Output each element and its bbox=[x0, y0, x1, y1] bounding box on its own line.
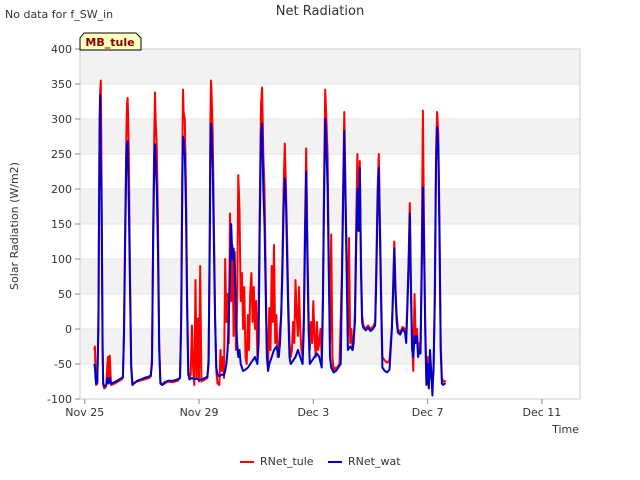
no-data-notice: No data for f_SW_in bbox=[5, 8, 113, 21]
x-tick-label: Nov 25 bbox=[65, 406, 104, 419]
x-tick-label: Nov 29 bbox=[180, 406, 219, 419]
y-tick-label: 50 bbox=[58, 288, 72, 301]
grid-band bbox=[80, 189, 580, 224]
x-axis: Nov 25 Nov 29 Dec 3 Dec 7 Dec 11 bbox=[65, 399, 561, 419]
y-tick-label: 300 bbox=[51, 113, 72, 126]
site-badge: MB_tule bbox=[79, 32, 142, 51]
x-tick-label: Dec 11 bbox=[523, 406, 562, 419]
y-tick-label: 150 bbox=[51, 218, 72, 231]
grid-bands bbox=[80, 48, 580, 400]
y-tick-label: 200 bbox=[51, 183, 72, 196]
y-tick-label: 0 bbox=[65, 323, 72, 336]
legend: RNet_tule RNet_wat bbox=[240, 455, 401, 468]
site-badge-box bbox=[79, 32, 142, 51]
site-badge-label: MB_tule bbox=[85, 36, 134, 49]
series-lines bbox=[93, 79, 447, 397]
y-axis: -100 -50 0 50 100 150 200 250 300 350 400 bbox=[47, 43, 80, 406]
x-axis-label: Time bbox=[551, 423, 579, 436]
y-axis-label: Solar Radiation (W/m2) bbox=[8, 162, 21, 290]
x-tick-label: Dec 3 bbox=[297, 406, 329, 419]
series-line-rnet-tule bbox=[93, 79, 447, 390]
legend-label-rnet-wat: RNet_wat bbox=[348, 455, 401, 468]
y-tick-label: -100 bbox=[47, 393, 72, 406]
y-tick-label: 100 bbox=[51, 253, 72, 266]
y-tick-label: 250 bbox=[51, 148, 72, 161]
chart-title: Net Radiation bbox=[276, 4, 364, 19]
x-tick-label: Dec 7 bbox=[412, 406, 444, 419]
y-tick-label: 400 bbox=[51, 43, 72, 56]
series-line-rnet-wat bbox=[93, 93, 447, 397]
legend-label-rnet-tule: RNet_tule bbox=[260, 455, 314, 468]
y-tick-label: -50 bbox=[54, 358, 72, 371]
grid-band bbox=[80, 49, 580, 84]
y-tick-label: 350 bbox=[51, 78, 72, 91]
grid-band bbox=[80, 119, 580, 154]
